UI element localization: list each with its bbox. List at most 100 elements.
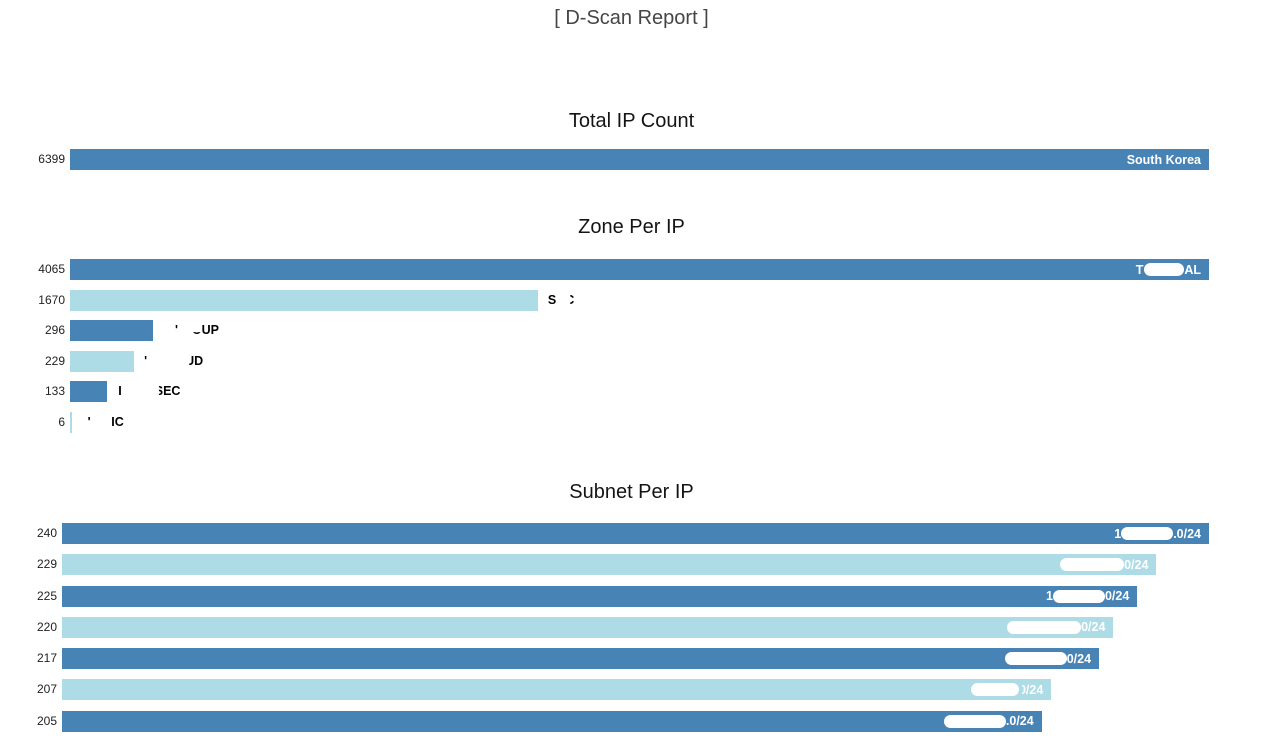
- bar-value-label: 205: [36, 713, 57, 728]
- redaction-blob: [943, 714, 1006, 728]
- bar: South Korea: [70, 149, 1209, 170]
- label-fragment: U: [185, 353, 195, 368]
- bar-value-label: 207: [36, 682, 57, 697]
- bar-track: 0/24: [62, 648, 1209, 670]
- label-fragment: South Korea: [1126, 152, 1201, 167]
- bar-value-label: 4065: [38, 262, 65, 276]
- bar-value-label: 240: [36, 526, 57, 540]
- bar-outer-label: ' U D: [144, 351, 203, 372]
- label-fragment: 0/24: [1066, 651, 1092, 666]
- rows: 4065 T AL 1670 S C 296 ' O UP 229 ' U D 133 I S EC 6 ' L IC: [0, 259, 1263, 433]
- bar-track: 1 0/24: [62, 585, 1209, 607]
- bar-row: 207 0/24: [0, 679, 1263, 701]
- bar-outer-label: ' O UP: [163, 320, 219, 341]
- bar: [70, 381, 108, 402]
- bar-track: 1 .0/24: [62, 523, 1209, 544]
- rows: 240 1.0/24 229 0/24 225 1 0/24 220 0/24 217 0/24 20…: [0, 523, 1263, 732]
- bar-row: 229 0/24: [0, 554, 1263, 576]
- bar-track: 0/24: [62, 616, 1209, 638]
- bar-track: 0/24: [62, 554, 1209, 576]
- bar-value-label: 229: [44, 353, 65, 368]
- chart-section-subnet-per-ip: Subnet Per IP 240 1.0/24 229 0/24 225 1 0/24 22…: [0, 481, 1263, 732]
- bar-row: 6 ' L IC: [0, 411, 1263, 433]
- redaction-blob: [970, 683, 1019, 697]
- bar: [70, 411, 72, 433]
- bar-track: I S EC: [70, 381, 1209, 402]
- label-fragment: L: [103, 414, 112, 429]
- label-fragment: 0: [1018, 682, 1026, 697]
- rows: 6399 South Korea: [0, 149, 1263, 170]
- redaction-blob: [1052, 589, 1105, 603]
- redaction-blob: [1144, 263, 1185, 276]
- bar-value-label: 225: [36, 588, 57, 603]
- bar: [70, 320, 153, 341]
- label-fragment: IC: [111, 414, 124, 429]
- bar-outer-label: I S EC: [117, 381, 180, 402]
- bar-row: 229 ' U D: [0, 350, 1263, 372]
- label-fragment: .0/24: [1005, 714, 1034, 729]
- bar-value-label: 6399: [38, 152, 65, 166]
- label-fragment: I: [118, 384, 122, 398]
- bar-outer-label: ' L IC: [82, 412, 124, 433]
- chart-title: Zone Per IP: [578, 216, 685, 238]
- bar-row: 4065 T AL: [0, 259, 1263, 280]
- label-fragment: UP: [201, 323, 220, 337]
- chart-section-total-ip-count: Total IP Count 6399 South Korea: [0, 110, 1263, 170]
- label-fragment: 0/24: [1081, 620, 1106, 635]
- bar-track: T AL: [70, 259, 1209, 280]
- bar-track: South Korea: [70, 149, 1209, 170]
- label-fragment: S: [547, 292, 557, 307]
- label-fragment: ': [87, 414, 91, 429]
- bar-row: 240 1 .0/24: [0, 523, 1263, 544]
- redaction-blob: [1060, 558, 1125, 572]
- chart-title: Subnet Per IP: [569, 481, 694, 503]
- bar-track: 0/24: [62, 679, 1209, 701]
- redaction-blob: [1121, 527, 1174, 540]
- bar-value-label: 220: [36, 619, 57, 634]
- bar-value-label: 217: [36, 651, 57, 666]
- page-title: [ D-Scan Report ]: [554, 7, 709, 29]
- bar-row: 296 ' O UP: [0, 320, 1263, 341]
- chart-section-zone-per-ip: Zone Per IP 4065 T AL 1670 S C 296 ' O UP 229 ' U D 13…: [0, 216, 1263, 433]
- bar: 1 0/24: [62, 585, 1138, 607]
- bar: [70, 289, 538, 311]
- label-fragment: T: [1135, 262, 1144, 277]
- label-fragment: .0/24: [1173, 526, 1201, 541]
- bar-row: 205 .0/24: [0, 710, 1263, 732]
- bar-track: ' U D: [70, 350, 1209, 372]
- bar-row: 133 I S EC: [0, 381, 1263, 402]
- label-fragment: O: [191, 323, 202, 337]
- label-fragment: 0/24: [1104, 589, 1130, 604]
- label-fragment: 1: [1046, 589, 1053, 604]
- bar: 0/24: [62, 648, 1100, 670]
- chart-title: Total IP Count: [568, 110, 695, 132]
- label-fragment: D: [194, 353, 204, 368]
- bar-row: 217 0/24: [0, 648, 1263, 670]
- bar: 1 .0/24: [62, 523, 1209, 544]
- bar-value-label: 133: [44, 384, 65, 398]
- bar-value-label: 6: [58, 414, 65, 429]
- bar: [70, 350, 135, 372]
- bar: 0/24: [62, 616, 1114, 638]
- bar-value-label: 296: [44, 323, 65, 337]
- bar-track: ' O UP: [70, 320, 1209, 341]
- redaction-blob: [1004, 652, 1067, 666]
- label-fragment: 1: [1114, 526, 1122, 541]
- bar-row: 1670 S C: [0, 289, 1263, 311]
- label-fragment: AL: [1184, 262, 1201, 277]
- redaction-blob: [1007, 620, 1082, 634]
- bar-track: ' L IC: [70, 411, 1209, 433]
- label-fragment: EC: [163, 384, 181, 398]
- bar-value-label: 1670: [38, 292, 65, 307]
- label-fragment: 0/24: [1124, 557, 1149, 572]
- bar: T AL: [70, 259, 1209, 280]
- bar: .0/24: [62, 710, 1042, 732]
- bar: 0/24: [62, 554, 1157, 576]
- label-fragment: ': [144, 353, 148, 368]
- bar-row: 6399 South Korea: [0, 149, 1263, 170]
- bar: 0/24: [62, 679, 1052, 701]
- bar-row: 220 0/24: [0, 616, 1263, 638]
- bar-row: 225 1 0/24: [0, 585, 1263, 607]
